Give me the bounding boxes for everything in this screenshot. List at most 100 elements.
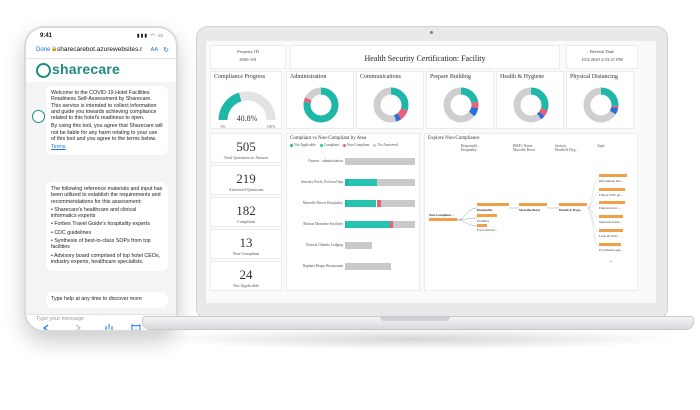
tree-topic-bar[interactable]	[599, 215, 623, 218]
tree-header[interactable]: Responsibl... Hospitality	[461, 144, 480, 152]
category-title: Physical Distancing	[570, 74, 618, 80]
bar-seg-compliant	[349, 179, 378, 186]
message-placeholder: Type your message	[36, 316, 84, 322]
tree-topic-bar[interactable]	[599, 229, 623, 232]
compliance-gauge: 40.8% 0% 100%	[218, 91, 276, 129]
stat-label: Not Applicable	[233, 283, 259, 288]
tree-topic-bar[interactable]	[599, 188, 625, 191]
tree-root-bar[interactable]	[429, 218, 457, 221]
bar-label: Owners · administration	[308, 159, 343, 163]
tree-node-bar[interactable]	[559, 203, 587, 206]
gauge-value: 40.8%	[237, 114, 258, 123]
tree-topic-bar[interactable]	[599, 201, 625, 204]
gauge-min-label: 0%	[221, 125, 226, 129]
bar-label: Raphael Berger Restaurants	[302, 264, 343, 268]
tree-node-bar[interactable]	[477, 224, 487, 227]
url-field[interactable]: sharecarebot.azurewebsites.r	[57, 46, 143, 53]
compliance-progress-card: Compliance Progress 40.8% 0% 100%	[210, 71, 282, 129]
reload-icon[interactable]: ↻	[163, 47, 169, 54]
bar-seg-compliant	[347, 200, 377, 207]
tree-node-label[interactable]: Marcelle Becer	[519, 208, 541, 212]
forward-icon[interactable]	[75, 324, 81, 331]
stat-value: 219	[236, 171, 256, 186]
tree-node-bar[interactable]	[519, 203, 547, 206]
category-title: Administration	[290, 74, 327, 80]
category-title: Health & Hygiene	[500, 74, 544, 80]
bar-seg-not-answered	[345, 263, 392, 270]
tree-node-label[interactable]: Facilities	[477, 219, 490, 223]
chat-messages[interactable]: Welcome to the COVID-19 Hotel Facilities…	[26, 82, 176, 314]
bar-row[interactable]	[345, 242, 372, 249]
category-card[interactable]: Health & Hygiene	[496, 71, 564, 129]
tree-topic-label[interactable]: Follow CDC gu...	[599, 193, 623, 197]
tree-topic-label[interactable]: Procedures regu...	[599, 248, 623, 252]
tree-topic-label[interactable]: Discontinue ind...	[599, 179, 623, 183]
stat-card-total: 505 Total Questions to Answer	[210, 133, 282, 163]
stat-card-compliant: 182 Compliant	[210, 197, 282, 227]
bar-seg-not-applicable	[345, 221, 347, 228]
laptop-notch	[380, 317, 450, 321]
tree-topic-label[interactable]: Look all ill m...	[599, 234, 620, 238]
tree-topic-bar[interactable]	[599, 243, 621, 246]
bar-label: Maison Marinette Facilities	[303, 222, 343, 226]
stat-value: 24	[239, 267, 253, 282]
bar-row[interactable]	[345, 179, 415, 186]
text-size-button[interactable]: AA	[150, 47, 158, 53]
back-icon[interactable]	[43, 324, 49, 331]
explore-noncompliance-card: Explore Non-Compliance Responsibl... Hos…	[424, 133, 638, 291]
bar-row[interactable]	[345, 221, 415, 228]
tree-node-label[interactable]: Food and bev...	[477, 228, 498, 232]
message-paragraph: • Sharecare's healthcare and clinical in…	[51, 206, 137, 220]
stat-value: 505	[236, 139, 256, 154]
bookmarks-icon[interactable]	[131, 324, 141, 331]
bar-seg-compliant	[346, 221, 390, 228]
tree-node-label[interactable]: Health & Hygi...	[559, 208, 583, 212]
signal-wifi-battery-icon: ▮▮▮ ◠ ▭	[136, 33, 164, 39]
title-card: Health Security Certification: Facility	[290, 45, 560, 69]
decomposition-tree-links	[456, 177, 600, 247]
legend-item: Compliant	[323, 143, 339, 147]
bar-seg-not-answered	[380, 200, 415, 207]
donut-compliant	[513, 87, 549, 123]
chat-message: Type help at any time to discover more	[46, 292, 168, 308]
status-bar: 9:41 ▮▮▮ ◠ ▭	[26, 32, 176, 42]
bar-chart-legend: Not Applicable Compliant Non-Compliant N…	[287, 143, 398, 147]
tree-root-label[interactable]: Non-Compliant ...	[429, 213, 455, 217]
message-paragraph: • CDC guidelines	[51, 229, 92, 236]
category-donut	[373, 87, 409, 123]
bar-row[interactable]	[345, 263, 392, 270]
category-donut	[513, 87, 549, 123]
bar-row[interactable]	[345, 158, 415, 165]
message-paragraph: The following reference materials and in…	[51, 186, 163, 205]
tree-header-title: Topic	[597, 144, 606, 148]
tree-node-label[interactable]: Hospitality	[477, 208, 493, 212]
stat-label: Answered Questions	[228, 187, 264, 192]
tree-topic-label[interactable]: Stand each mor...	[599, 220, 622, 224]
bar-row[interactable]	[345, 200, 415, 207]
tree-node-bar[interactable]	[477, 203, 509, 206]
bar-seg-noncompliant	[389, 221, 393, 228]
category-card[interactable]: Physical Distancing	[566, 71, 634, 129]
tree-header[interactable]: BME's Name Marcelle Becer	[513, 144, 535, 152]
stat-card-answered: 219 Answered Questions	[210, 165, 282, 195]
donut-noncompliant	[443, 87, 479, 123]
property-id-value: 2000-101	[239, 57, 257, 62]
tree-header-sub: Health & Hyg...	[555, 148, 579, 153]
chevron-down-icon[interactable]: ⌄	[609, 259, 614, 264]
tree-header-sub: Hospitality	[461, 148, 477, 153]
share-icon[interactable]	[105, 324, 113, 331]
stat-label: Total Questions to Answer	[223, 155, 269, 160]
tree-header[interactable]: Section Health & Hyg...	[555, 144, 578, 152]
stat-card-not-applicable: 24 Not Applicable	[210, 261, 282, 291]
tree-node-bar[interactable]	[477, 214, 497, 217]
terms-link[interactable]: Terms	[51, 144, 66, 151]
category-card[interactable]: Administration	[286, 71, 354, 129]
tree-header[interactable]: Topic	[597, 144, 605, 148]
category-card[interactable]: Prepare Building	[426, 71, 494, 129]
tree-topic-bar[interactable]	[599, 174, 627, 177]
category-card[interactable]: Communications	[356, 71, 424, 129]
done-button[interactable]: Done	[36, 47, 51, 53]
bar-seg-noncompliant	[376, 200, 381, 207]
tree-topic-label[interactable]: Education for ...	[599, 206, 621, 210]
category-donut	[583, 87, 619, 123]
